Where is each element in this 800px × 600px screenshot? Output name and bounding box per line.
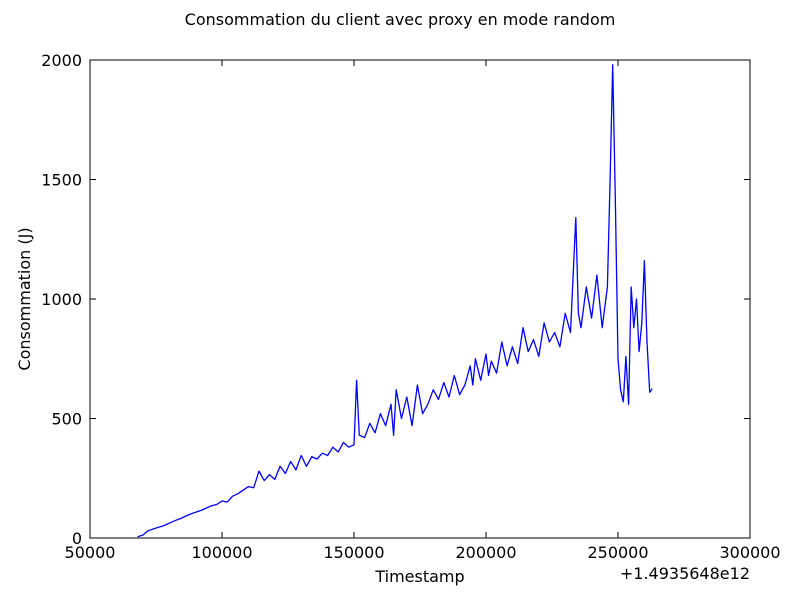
y-tick-label: 1500 (41, 171, 82, 190)
y-tick-label: 0 (72, 529, 82, 548)
x-axis-label: Timestamp (374, 567, 464, 586)
x-tick-label: 100000 (191, 543, 252, 562)
y-axis: 0 500 1000 1500 2000 (41, 51, 750, 548)
chart-title: Consommation du client avec proxy en mod… (185, 10, 616, 29)
x-tick-label: 50000 (65, 543, 116, 562)
plot-frame (89, 59, 751, 539)
x-tick-label: 250000 (587, 543, 648, 562)
plot-area (89, 59, 751, 539)
x-axis: 50000 100000 150000 200000 250000 300000 (65, 60, 781, 562)
y-tick-label: 2000 (41, 51, 82, 70)
x-tick-label: 150000 (323, 543, 384, 562)
y-tick-label: 1000 (41, 290, 82, 309)
y-tick-label: 500 (51, 410, 82, 429)
x-offset-label: +1.4935648e12 (620, 564, 750, 583)
x-tick-label: 300000 (719, 543, 780, 562)
x-tick-label: 200000 (455, 543, 516, 562)
y-axis-label: Consommation (J) (15, 227, 34, 370)
series-line (137, 64, 653, 538)
